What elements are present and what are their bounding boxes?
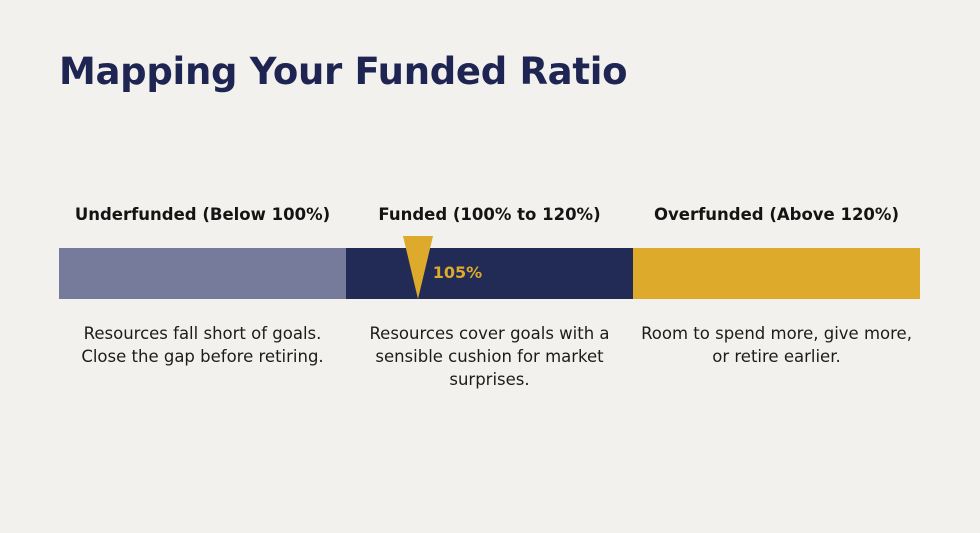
marker-value-label: 105% [432,263,483,282]
zone-label-overfunded: Overfunded (Above 120%) [653,205,899,224]
page-title: Mapping Your Funded Ratio [59,50,628,93]
zone-description-underfunded: Resources fall short of goals. Close the… [81,324,324,366]
segment-underfunded [59,248,346,299]
zone-label-funded: Funded (100% to 120%) [378,205,601,224]
segment-funded [346,248,633,299]
funded-ratio-bar [59,248,920,299]
funded-ratio-marker-icon [402,236,433,299]
segment-overfunded [633,248,920,299]
zone-description-overfunded: Room to spend more, give more, or retire… [641,324,912,366]
zone-label-underfunded: Underfunded (Below 100%) [74,205,331,224]
zone-description-funded: Resources cover goals with a sensible cu… [369,324,610,389]
